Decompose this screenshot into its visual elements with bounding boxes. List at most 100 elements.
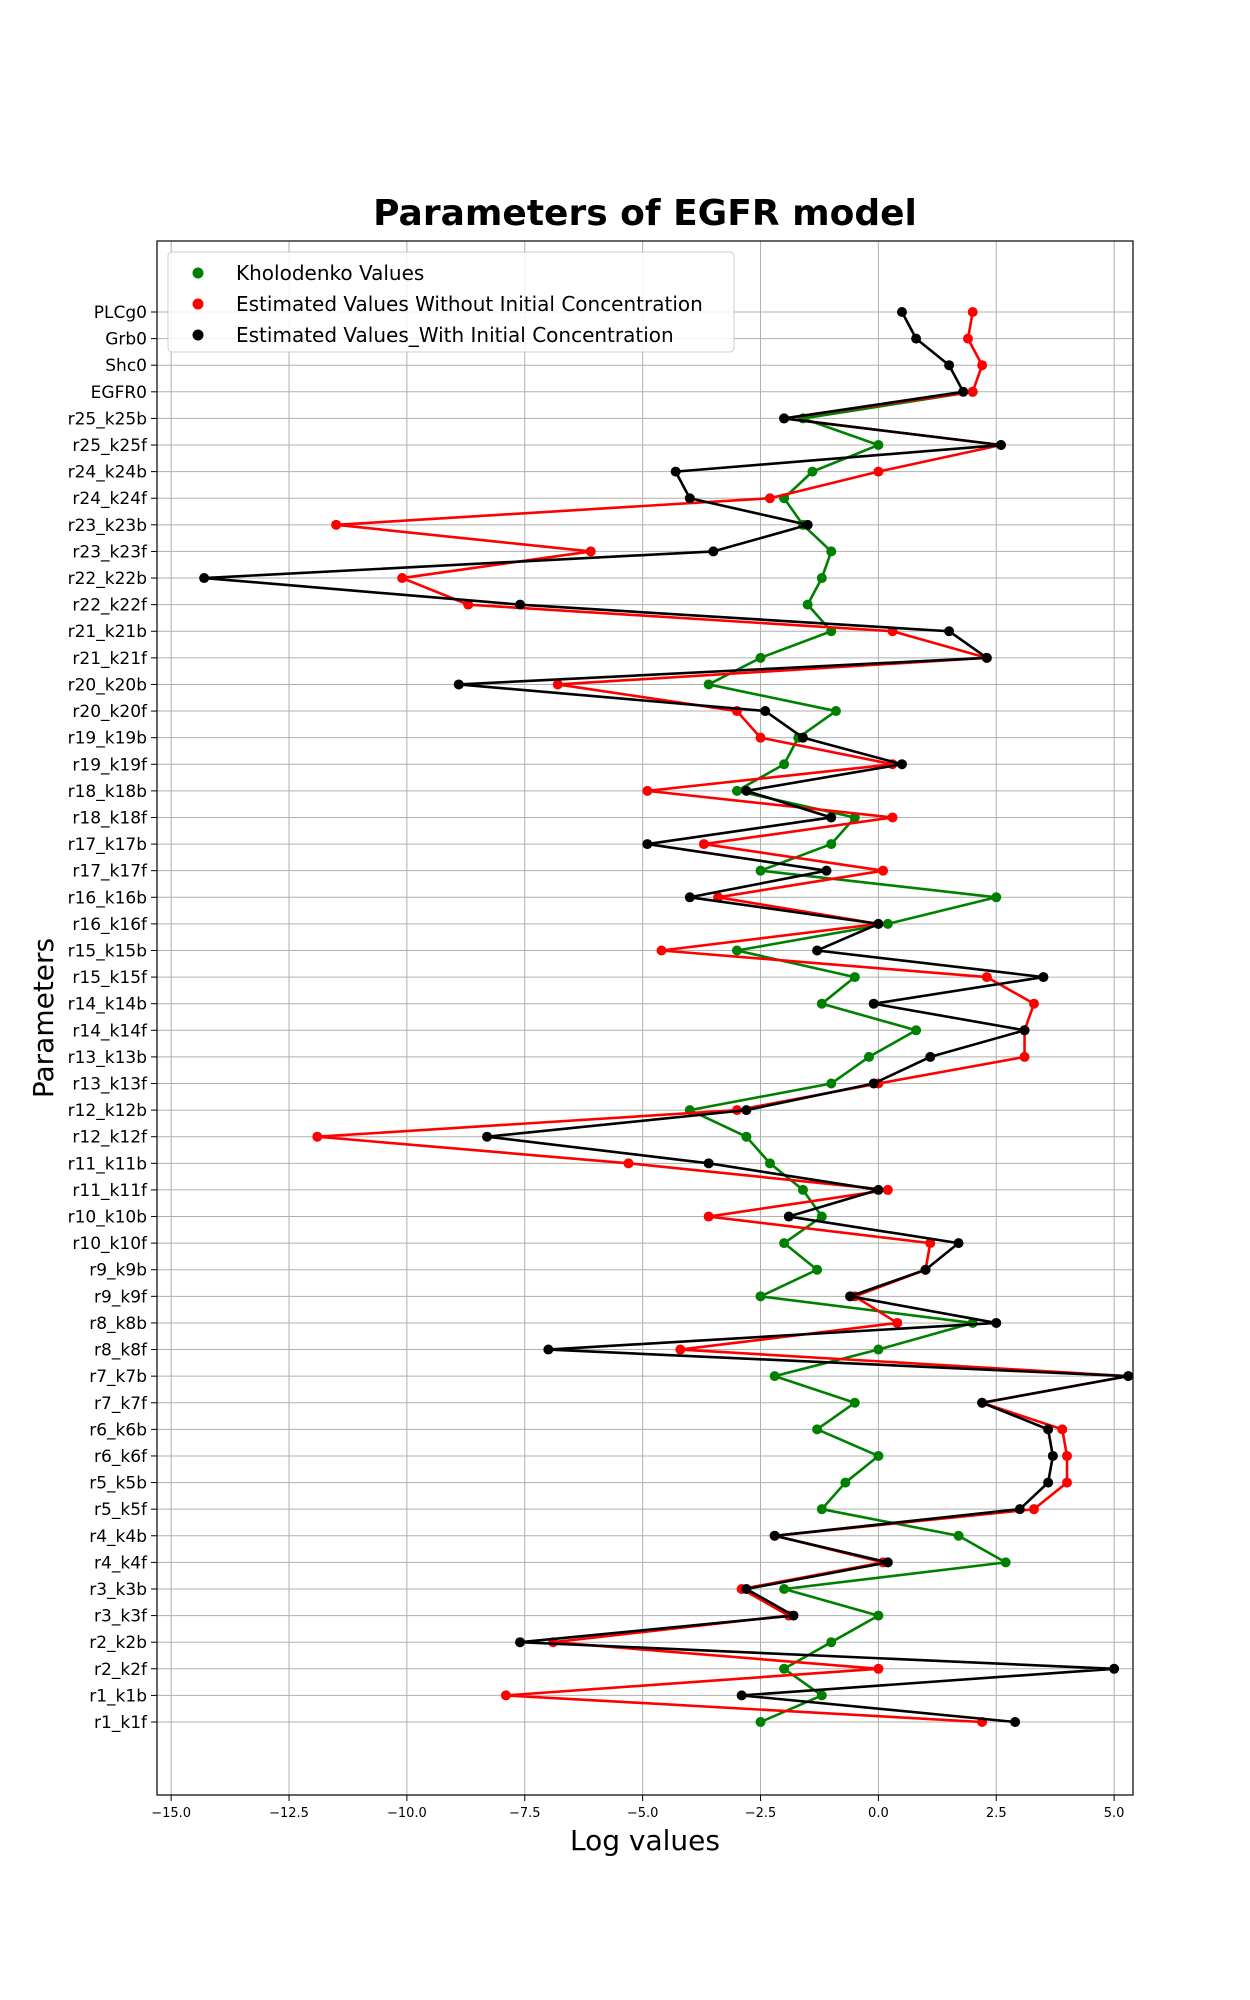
data-point — [812, 1424, 823, 1435]
data-point — [1038, 972, 1049, 983]
legend-marker — [192, 329, 204, 341]
data-point — [873, 1663, 884, 1674]
data-point — [779, 413, 790, 424]
x-tick-label: 0.0 — [868, 1806, 889, 1821]
data-point — [755, 865, 766, 876]
y-tick-label: r16_k16f — [72, 915, 148, 935]
data-point — [873, 1450, 884, 1461]
data-point — [312, 1131, 323, 1142]
data-point — [977, 1397, 988, 1408]
data-point — [849, 812, 860, 823]
data-point — [873, 918, 884, 929]
data-point — [755, 732, 766, 743]
y-tick-label: r2_k2f — [94, 1660, 148, 1680]
data-point — [1123, 1371, 1134, 1382]
y-tick-label: r3_k3b — [89, 1580, 147, 1600]
legend-marker — [192, 298, 204, 310]
data-point — [953, 1238, 964, 1249]
data-point — [453, 679, 464, 690]
y-tick-label: r18_k18b — [68, 782, 147, 802]
data-point — [1061, 1477, 1072, 1488]
y-tick-label: r1_k1b — [89, 1686, 147, 1706]
x-tick-label: −2.5 — [745, 1806, 777, 1821]
data-point — [783, 1211, 794, 1222]
data-point — [816, 1211, 827, 1222]
data-point — [482, 1131, 493, 1142]
data-point — [764, 1158, 775, 1169]
plot-frame — [156, 240, 1134, 1796]
y-tick-label: r13_k13f — [72, 1075, 148, 1095]
data-point — [755, 1717, 766, 1727]
y-tick-label: r1_k1f — [94, 1713, 148, 1733]
y-tick-label: r19_k19b — [68, 729, 147, 749]
series-layer — [199, 307, 1134, 1727]
x-tick-label: −5.0 — [627, 1806, 659, 1821]
y-tick-label: r13_k13b — [68, 1048, 147, 1068]
data-point — [463, 599, 474, 610]
data-point — [623, 1158, 634, 1169]
data-point — [552, 679, 563, 690]
data-point — [826, 839, 837, 850]
data-point — [802, 599, 813, 610]
data-point — [1043, 1424, 1054, 1435]
data-point — [1028, 998, 1039, 1009]
legend-label: Estimated Values_With Initial Concentrat… — [236, 323, 674, 347]
y-tick-label: Shc0 — [105, 356, 147, 376]
data-point — [981, 652, 992, 663]
data-point — [845, 1291, 856, 1302]
data-point — [1010, 1717, 1021, 1727]
y-tick-label: r25_k25f — [72, 436, 148, 456]
y-axis-ticks: r1_k1f r1_k1b r2_k2f r2_k2b r3_k3f r3_k3b r4_k… — [68, 303, 157, 1733]
data-point — [887, 812, 898, 823]
data-point — [967, 386, 978, 397]
data-point — [911, 333, 922, 344]
y-tick-label: r12_k12b — [68, 1101, 147, 1121]
data-point — [991, 1317, 1002, 1328]
data-point — [1014, 1504, 1025, 1515]
data-point — [656, 945, 667, 956]
y-tick-label: r15_k15b — [68, 941, 147, 961]
data-point — [708, 546, 719, 557]
y-tick-label: r20_k20b — [68, 675, 147, 695]
y-tick-label: r11_k11b — [68, 1154, 147, 1174]
y-tick-label: r9_k9f — [94, 1287, 148, 1307]
data-point — [826, 1078, 837, 1089]
y-tick-label: r23_k23f — [72, 542, 148, 562]
data-point — [868, 1078, 879, 1089]
y-tick-label: r17_k17b — [68, 835, 147, 855]
data-point — [1047, 1450, 1058, 1461]
data-point — [703, 1211, 714, 1222]
y-tick-label: PLCg0 — [94, 303, 147, 323]
data-point — [797, 732, 808, 743]
series-line — [202, 311, 1130, 1724]
data-point — [1028, 1504, 1039, 1515]
data-point — [882, 1557, 893, 1568]
data-point — [816, 573, 827, 584]
legend-label: Estimated Values Without Initial Concent… — [236, 292, 703, 316]
data-point — [741, 1131, 752, 1142]
data-point — [684, 493, 695, 504]
data-point — [863, 1051, 874, 1062]
data-point — [873, 440, 884, 451]
data-point — [925, 1051, 936, 1062]
data-point — [967, 307, 978, 317]
data-point — [840, 1477, 851, 1488]
data-point — [816, 1504, 827, 1515]
series-3 — [199, 307, 1134, 1727]
data-point — [642, 839, 653, 850]
data-point — [849, 972, 860, 983]
data-point — [920, 1264, 931, 1275]
data-point — [741, 1583, 752, 1594]
y-tick-label: r22_k22b — [68, 569, 147, 589]
data-point — [991, 892, 1002, 903]
y-tick-label: r24_k24f — [72, 489, 148, 509]
data-point — [670, 466, 681, 477]
data-point — [802, 519, 813, 530]
grid-lines — [157, 241, 1133, 1795]
x-tick-label: −12.5 — [269, 1806, 309, 1821]
y-tick-label: Grb0 — [105, 330, 147, 350]
y-tick-label: r9_k9b — [89, 1261, 147, 1281]
data-point — [882, 918, 893, 929]
data-point — [944, 626, 955, 637]
y-tick-label: EGFR0 — [91, 383, 147, 403]
